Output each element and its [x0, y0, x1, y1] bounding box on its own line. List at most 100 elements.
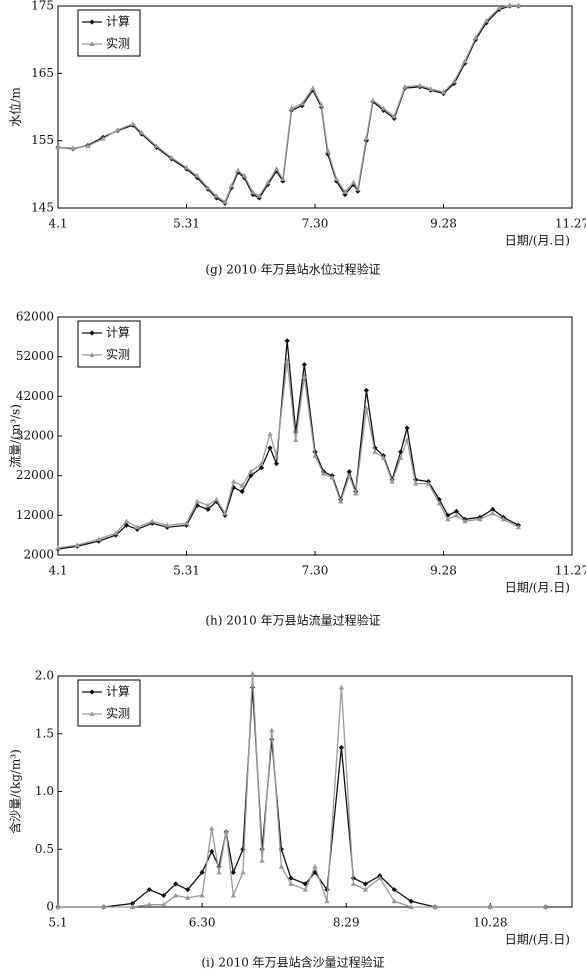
- x-tick-label: 9.28: [430, 217, 457, 231]
- point: [161, 892, 167, 899]
- point: [55, 144, 61, 150]
- point: [185, 887, 191, 893]
- point: [134, 524, 140, 530]
- point: [235, 167, 241, 173]
- series-line: [57, 4, 519, 203]
- y-axis-label: 水位/m: [8, 87, 23, 127]
- point: [363, 387, 369, 393]
- x-tick-label: 11.27: [555, 564, 586, 578]
- point: [372, 449, 378, 454]
- point: [490, 506, 496, 512]
- point: [284, 357, 290, 363]
- point: [240, 869, 246, 875]
- x-tick-label: 9.28: [430, 564, 457, 578]
- point: [293, 437, 299, 442]
- point: [338, 498, 344, 504]
- point: [130, 121, 136, 126]
- legend-marker: [89, 689, 95, 695]
- point: [310, 85, 316, 91]
- point: [205, 185, 211, 190]
- legend-label: 计算: [106, 325, 130, 340]
- y-tick-label: 12000: [16, 508, 54, 522]
- point: [542, 904, 549, 909]
- y-tick-label: 175: [31, 0, 54, 13]
- point: [146, 901, 152, 907]
- point: [445, 516, 451, 522]
- point: [129, 904, 136, 909]
- point: [123, 522, 130, 528]
- point: [185, 894, 191, 900]
- point: [213, 496, 220, 502]
- point: [101, 904, 107, 909]
- x-tick-label: 5.31: [173, 564, 200, 578]
- point: [362, 886, 369, 892]
- point: [241, 172, 247, 178]
- point: [325, 147, 331, 153]
- legend-label: 实测: [106, 706, 130, 721]
- point: [55, 904, 61, 909]
- point: [267, 431, 273, 437]
- point: [413, 480, 419, 486]
- point: [391, 115, 397, 122]
- x-tick-label: 5.1: [48, 916, 67, 930]
- y-tick-label: 1.0: [35, 784, 54, 798]
- point: [278, 863, 284, 869]
- point: [209, 825, 215, 831]
- legend-box: [77, 679, 141, 727]
- point: [363, 405, 369, 411]
- y-axis-label: 含沙量/(kg/m³): [8, 749, 23, 834]
- y-tick-label: 42000: [16, 389, 54, 403]
- point: [333, 176, 340, 182]
- y-tick-label: 155: [31, 133, 54, 147]
- point: [258, 460, 265, 466]
- y-tick-label: 0: [46, 900, 54, 914]
- point: [213, 193, 220, 198]
- point: [138, 129, 145, 135]
- point: [342, 189, 348, 194]
- point: [515, 524, 522, 530]
- caption: (g) 2010 年万县站水位过程验证: [205, 262, 380, 277]
- y-tick-label: 32000: [16, 429, 54, 443]
- point: [248, 468, 254, 474]
- point: [164, 522, 170, 528]
- point: [408, 904, 414, 909]
- y-tick-label: 145: [31, 201, 54, 215]
- y-tick-label: 1.5: [35, 726, 54, 740]
- point: [199, 869, 205, 875]
- point: [173, 881, 179, 887]
- y-tick-label: 0.5: [35, 842, 54, 856]
- point: [473, 34, 479, 40]
- point: [490, 510, 496, 516]
- y-tick-label: 22000: [16, 468, 54, 482]
- point: [362, 881, 369, 887]
- point: [258, 465, 265, 471]
- x-tick-label: 4.1: [48, 564, 67, 578]
- point: [363, 135, 369, 140]
- x-tick-label: 5.31: [173, 217, 200, 231]
- point: [312, 863, 318, 869]
- point: [230, 892, 236, 898]
- point: [487, 904, 493, 909]
- x-tick-label: 10.28: [473, 916, 507, 930]
- point: [477, 516, 483, 522]
- point: [269, 727, 275, 733]
- legend-marker: [89, 41, 95, 46]
- point: [445, 512, 451, 518]
- point: [320, 470, 327, 476]
- point: [216, 869, 222, 875]
- point: [205, 502, 211, 508]
- legend-marker: [89, 19, 95, 25]
- point: [129, 900, 136, 907]
- point: [249, 684, 256, 691]
- x-tick-label: 11.27: [555, 217, 586, 231]
- legend-label: 实测: [106, 36, 130, 51]
- legend-label: 实测: [106, 347, 130, 362]
- x-tick-label: 7.30: [302, 217, 329, 231]
- point: [55, 545, 61, 550]
- point: [408, 898, 414, 904]
- point: [483, 18, 489, 23]
- point: [398, 455, 404, 460]
- point: [440, 89, 447, 95]
- point: [273, 461, 280, 467]
